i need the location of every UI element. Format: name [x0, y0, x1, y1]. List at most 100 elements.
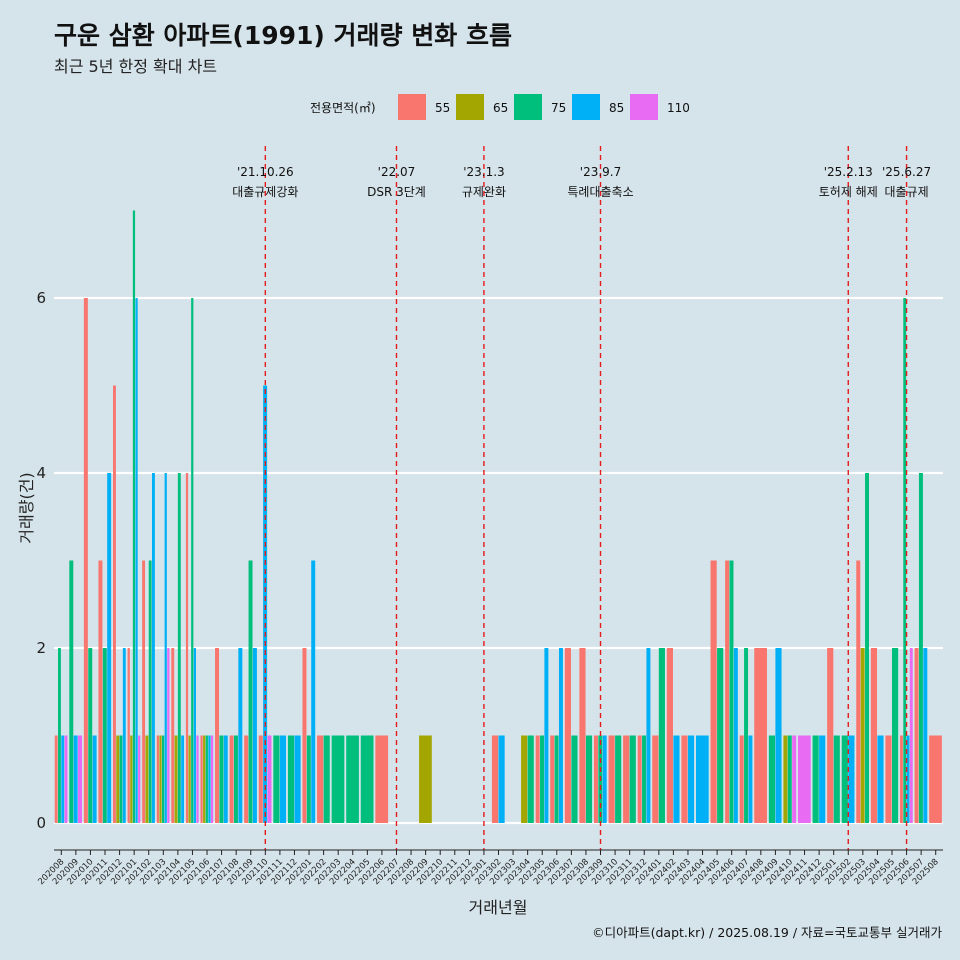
bar-202305-85: [544, 648, 549, 823]
bar-202110-55: [258, 735, 263, 823]
bar-202402-85: [673, 735, 680, 823]
bar-202105-85: [193, 648, 196, 823]
bar-202104-75: [177, 473, 181, 823]
bar-202104-85: [181, 735, 185, 823]
bar-202310-55: [608, 735, 615, 823]
bar-202505-75: [891, 648, 899, 823]
y-tick-label: 6: [36, 289, 46, 307]
bar-202110-85: [263, 385, 268, 823]
bar-202106-55: [200, 735, 203, 823]
bar-202407-75: [744, 648, 749, 823]
bar-202105-75: [191, 298, 194, 823]
bar-202101-110: [138, 735, 141, 823]
caption: ©디아파트(dapt.kr) / 2025.08.19 / 자료=국토교통부 실…: [592, 925, 942, 940]
bar-202204-75: [346, 735, 359, 823]
bar-202103-85: [164, 473, 167, 823]
event-date-label: '25.6.27: [882, 165, 931, 179]
bar-202405-75: [717, 648, 724, 823]
bar-202410-110: [792, 735, 797, 823]
bar-202101-75: [132, 210, 136, 823]
bar-202105-110: [196, 735, 199, 823]
bar-202309-55: [593, 735, 598, 823]
bar-202505-55: [885, 735, 892, 823]
bar-202308-55: [579, 648, 586, 823]
bar-202309-85: [602, 735, 607, 823]
bar-202406-75: [729, 560, 734, 823]
event-date-label: '22.07: [378, 165, 416, 179]
bar-202507-75: [918, 473, 923, 823]
event-date-label: '25.2.13: [824, 165, 873, 179]
legend-title: 전용면적(㎡): [310, 101, 376, 115]
bar-202402-55: [666, 648, 673, 823]
bar-202209-65: [419, 735, 432, 823]
bar-202306-85: [558, 648, 563, 823]
bar-202311-55: [623, 735, 630, 823]
event-text-label: DSR 3단계: [367, 185, 426, 199]
legend-label-65: 65: [493, 101, 508, 115]
event-text-label: 특례대출축소: [567, 185, 633, 199]
legend-label-110: 110: [667, 101, 690, 115]
bar-202404-85: [695, 735, 709, 823]
bar-202102-55: [142, 560, 146, 823]
bar-202306-75: [554, 735, 559, 823]
bar-202408-55: [754, 648, 767, 823]
bar-202107-75: [219, 735, 224, 823]
bar-202302-55: [491, 735, 499, 823]
bar-202102-75: [148, 560, 152, 823]
bar-202308-75: [585, 735, 593, 823]
legend-label-85: 85: [609, 101, 624, 115]
bar-202202-75: [323, 735, 330, 823]
bar-202405-55: [710, 560, 717, 823]
bar-202012-85: [122, 648, 126, 823]
bar-202409-75: [768, 735, 776, 823]
bar-202407-85: [748, 735, 753, 823]
bar-202106-85: [208, 735, 211, 823]
bar-202410-75: [787, 735, 792, 823]
bar-202102-65: [145, 735, 149, 823]
bar-202203-75: [331, 735, 345, 823]
bar-202112-75: [287, 735, 295, 823]
event-markers: '21.10.26 대출규제강화 '22.07 DSR 3단계 '23.1.3 규제완화 '…: [232, 146, 931, 850]
bar-202302-85: [498, 735, 505, 823]
bar-202106-75: [205, 735, 208, 823]
bar-202008-110: [64, 735, 68, 823]
bar-202411-110: [797, 735, 811, 823]
chart-title: 구운 삼환 아파트(1991) 거래량 변화 흐름: [54, 21, 512, 50]
bar-202008-55: [54, 735, 58, 823]
bar-202011-75: [102, 648, 107, 823]
bar-202304-75: [527, 735, 534, 823]
bar-202502-85: [848, 735, 855, 823]
bar-202012-75: [119, 735, 123, 823]
legend-swatch-85: [572, 94, 600, 120]
bar-202008-75: [58, 648, 61, 823]
bar-202011-85: [107, 473, 112, 823]
bar-202401-55: [652, 735, 659, 823]
event-date-label: '23.9.7: [580, 165, 621, 179]
bar-202103-110: [167, 648, 170, 823]
bar-202410-65: [783, 735, 788, 823]
bar-202105-65: [188, 735, 191, 823]
bars: [54, 210, 942, 823]
bar-202506-75: [903, 298, 907, 823]
bar-202103-75: [161, 735, 165, 823]
bar-202502-75: [841, 735, 848, 823]
bar-202507-55: [914, 648, 919, 823]
legend-swatch-110: [630, 94, 658, 120]
bar-202412-85: [819, 735, 826, 823]
bar-202306-55: [550, 735, 555, 823]
bar-202206-55: [375, 735, 389, 823]
bar-202504-85: [877, 735, 884, 823]
bar-202109-85: [252, 648, 257, 823]
bar-202311-75: [629, 735, 636, 823]
bar-202312-55: [637, 735, 642, 823]
bar-202501-75: [833, 735, 840, 823]
event-date-label: '21.10.26: [237, 165, 294, 179]
y-tick-label: 4: [36, 464, 46, 482]
bar-202406-85: [733, 648, 738, 823]
bar-202109-55: [244, 735, 249, 823]
bar-202012-65: [116, 735, 120, 823]
bar-202104-65: [174, 735, 178, 823]
bar-202506-55: [900, 735, 903, 823]
bar-202307-55: [564, 648, 571, 823]
